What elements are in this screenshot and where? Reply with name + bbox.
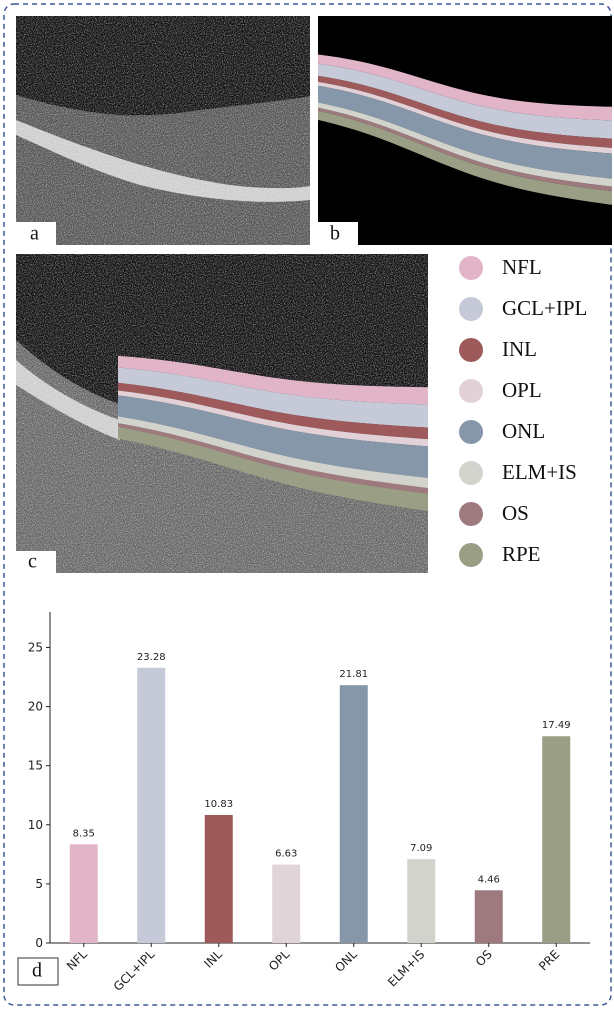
legend-label: OS	[502, 501, 529, 525]
layer-band	[318, 85, 612, 179]
x-tick-label: ONL	[332, 947, 360, 975]
bar	[137, 667, 166, 943]
x-tick-label: INL	[201, 947, 225, 971]
panel-label-box	[17, 957, 59, 986]
figure-border	[3, 3, 612, 1006]
layer-band	[118, 416, 428, 489]
legend-swatch	[459, 461, 483, 485]
bar	[542, 736, 571, 943]
legend-swatch	[459, 379, 483, 403]
y-tick-label: 20	[28, 700, 43, 714]
y-tick-label: 15	[28, 759, 43, 773]
value-label: 4.46	[478, 874, 500, 885]
bar	[69, 844, 98, 943]
legend-swatch	[459, 543, 483, 567]
value-label: 23.28	[137, 652, 166, 663]
value-label: 17.49	[542, 720, 571, 731]
layer-band	[118, 423, 428, 494]
layer-band	[318, 54, 612, 121]
y-tick-label: 0	[35, 936, 43, 950]
legend-label: ONL	[502, 419, 545, 443]
layer-bands	[318, 54, 612, 205]
legend: NFL GCL+IPL INL OPL ONL ELM+IS OS RPE	[459, 255, 587, 567]
layer-band	[318, 63, 612, 139]
y-tick-label: 5	[35, 877, 43, 891]
bar	[407, 859, 436, 943]
layer-band	[318, 75, 612, 148]
legend-swatch	[459, 502, 483, 526]
layer-band	[318, 81, 612, 154]
layer-band	[318, 102, 612, 187]
x-tick-label: NFL	[64, 947, 90, 973]
y-tick-label: 25	[28, 640, 43, 654]
panel-label: b	[330, 223, 340, 245]
legend-label: OPL	[502, 378, 542, 402]
bar	[272, 864, 301, 943]
legend-label: GCL+IPL	[502, 296, 587, 320]
layer-band	[118, 355, 428, 405]
x-tick-label: GCL+IPL	[111, 947, 158, 994]
bar-chart: 0 5 10 15 20 25 8.35 NFL 23.28 GCL+IPL 10.83 INL 6.6…	[28, 612, 590, 994]
x-tick-label: OS	[473, 947, 495, 969]
layer-band	[118, 367, 428, 428]
bar	[204, 814, 233, 943]
y-tick-label: 10	[28, 818, 43, 832]
x-tick-label: PRE	[536, 947, 562, 973]
layer-band	[118, 426, 428, 512]
value-label: 6.63	[275, 849, 297, 860]
legend-label: INL	[502, 337, 537, 361]
layer-band	[318, 110, 612, 205]
layer-band	[118, 390, 428, 447]
panel-label: a	[30, 223, 39, 245]
x-tick-label: ELM+IS	[385, 947, 427, 989]
legend-swatch	[459, 256, 483, 280]
bar	[474, 890, 503, 943]
value-label: 8.35	[73, 828, 95, 839]
value-label: 7.09	[410, 843, 432, 854]
layer-band	[118, 382, 428, 440]
panel-label: c	[28, 551, 37, 573]
legend-label: NFL	[502, 255, 542, 279]
x-tick-label: OPL	[266, 947, 293, 974]
oct-overlay-c	[16, 254, 428, 573]
layer-band	[318, 107, 612, 192]
bar	[339, 685, 368, 943]
panel-label-box	[16, 551, 56, 575]
value-label: 10.83	[204, 799, 233, 810]
legend-label: ELM+IS	[502, 460, 577, 484]
panel-label-box	[318, 222, 358, 246]
legend-swatch	[459, 297, 483, 321]
oct-image-a	[16, 16, 310, 245]
panel-label: d	[32, 960, 42, 982]
panel-label-box	[16, 222, 56, 246]
layer-band	[118, 395, 428, 479]
legend-swatch	[459, 420, 483, 444]
value-label: 21.81	[339, 669, 368, 680]
legend-swatch	[459, 338, 483, 362]
legend-label: RPE	[502, 542, 541, 566]
